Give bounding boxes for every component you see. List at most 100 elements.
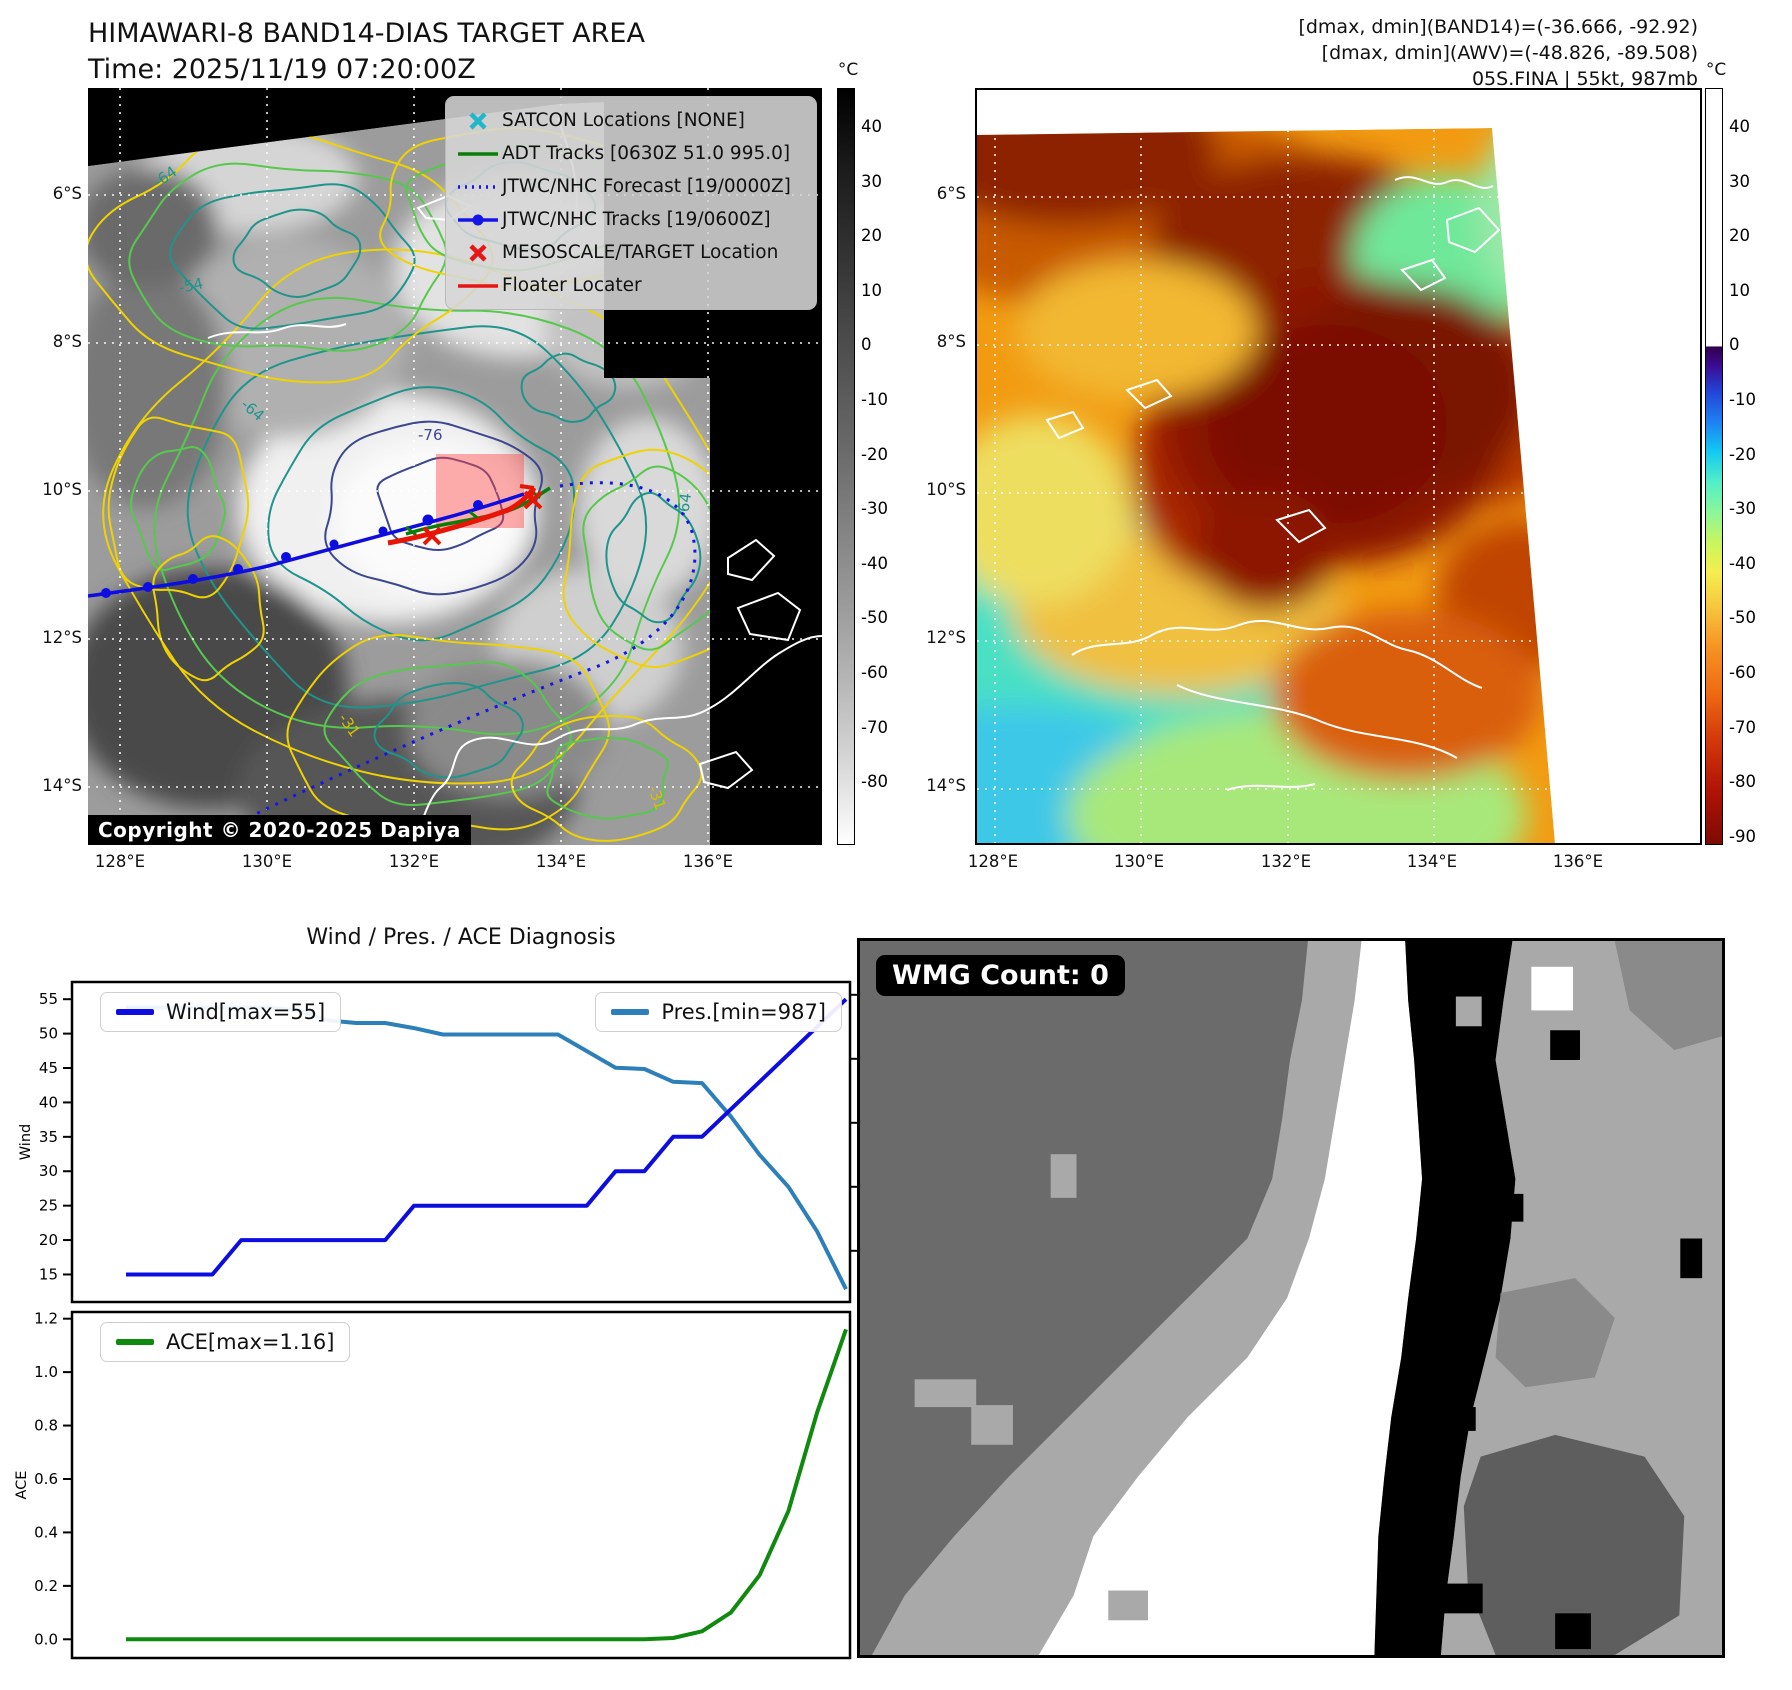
contour-label: -76 [418, 426, 443, 444]
data-series-line [126, 997, 848, 1277]
band14-colorbar-tick: -70 [861, 717, 888, 737]
awv-colorbar-tick: -60 [1729, 663, 1756, 682]
band14-colorbar-tick: 30 [861, 171, 882, 191]
axis-tick-label: 30 [39, 1162, 58, 1180]
axis-title: ACE [14, 1471, 30, 1500]
jtwc-track-points [101, 500, 483, 598]
info-awv: [dmax, dmin](AWV)=(-48.826, -89.508) [1321, 42, 1698, 65]
awv-colorbar-tick: -40 [1729, 553, 1756, 573]
band14-legend: SATCON Locations [NONE] ADT Tracks [0630… [445, 96, 817, 310]
storm-tracks [87, 481, 697, 832]
axis-tick-label: 25 [39, 1197, 58, 1215]
awv-lat-label: 14°S [926, 776, 966, 795]
floater-line-icon [454, 275, 502, 297]
wmg-classification-map [860, 941, 1722, 1655]
awv-colorbar-tick: -70 [1729, 717, 1756, 737]
data-series-line [126, 1328, 848, 1642]
axis-tick-label: 0.2 [34, 1577, 58, 1595]
info-storm: 05S.FINA | 55kt, 987mb [1471, 68, 1698, 91]
page-title: HIMAWARI-8 BAND14-DIAS TARGET AREA Time:… [88, 16, 645, 87]
axis-tick-label: 35 [39, 1128, 58, 1146]
axis-tick-label: 0.4 [34, 1523, 58, 1541]
wind-legend: Wind[max=55] [100, 992, 342, 1032]
wmg-panel: WMG Count: 0 [857, 938, 1725, 1658]
awv-colorbar-tick: 20 [1729, 226, 1750, 246]
axis-tick-label: 0.8 [34, 1417, 58, 1435]
axis-tick-label: 1.0 [34, 1363, 58, 1381]
awv-satellite-image [977, 128, 1700, 843]
awv-colorbar-tick: 40 [1729, 117, 1750, 136]
jtwc-forecast-track [222, 481, 697, 832]
mesoscale-x-icon [454, 242, 502, 264]
awv-lon-label: 136°E [1552, 852, 1604, 871]
diagnosis-charts: Wind / Pres. / ACE Diagnosis 15 20 25 30 35 40… [14, 925, 905, 1660]
band14-lon-label: 134°E [535, 852, 587, 871]
jtwc-track [87, 492, 525, 598]
awv-lon-label: 134°E [1406, 852, 1458, 871]
coastline [1045, 176, 1501, 791]
diagnosis-title: Wind / Pres. / ACE Diagnosis [306, 925, 615, 950]
band14-colorbar-tick: 40 [861, 117, 882, 136]
axis-tick-label: 15 [39, 1265, 58, 1283]
floater-arrowhead [519, 484, 536, 501]
wind-legend-label: Wind[max=55] [166, 1000, 326, 1024]
awv-lon-label: 130°E [1113, 852, 1165, 871]
awv-colorbar-tick: -80 [1729, 772, 1756, 792]
band14-colorbar-tick: -20 [861, 444, 888, 464]
pressure-legend: Pres.[min=987] [595, 992, 842, 1032]
band14-colorbar-tick: -10 [861, 390, 888, 409]
band14-lon-label: 136°E [682, 852, 734, 871]
tracks-line-dot-icon [454, 209, 502, 231]
graticule [977, 130, 1700, 843]
floater-track [387, 486, 536, 546]
awv-colorbar-tick: 0 [1729, 335, 1740, 355]
header-info: [dmax, dmin](BAND14)=(-36.666, -92.92) [… [1298, 14, 1698, 93]
legend-item-mesoscale: MESOSCALE/TARGET Location [454, 236, 808, 269]
axis-tick-label: 0.0 [34, 1630, 58, 1648]
ace-legend-label: ACE[max=1.16] [166, 1330, 335, 1354]
awv-lat-label: 10°S [926, 480, 966, 499]
legend-label: JTWC/NHC Forecast [19/0000Z] [502, 176, 791, 197]
legend-label: Floater Locater [502, 275, 642, 296]
legend-item-floater: Floater Locater [454, 269, 808, 302]
forecast-dotted-icon [454, 176, 502, 198]
band14-colorbar-tick: -60 [861, 663, 888, 682]
wind-legend-swatch [116, 1009, 154, 1015]
mesoscale-x-icon [523, 490, 543, 510]
band14-lon-label: 130°E [241, 852, 293, 871]
awv-colorbar-tick: -20 [1729, 444, 1756, 464]
ace-legend: ACE[max=1.16] [100, 1322, 351, 1362]
band14-lon-label: 132°E [388, 852, 440, 871]
awv-lat-label: 8°S [936, 332, 966, 351]
axis-title: Wind [18, 1124, 34, 1160]
legend-item-satcon: SATCON Locations [NONE] [454, 104, 808, 137]
band14-colorbar [837, 88, 855, 845]
awv-colorbar-tick: -90 [1729, 826, 1756, 846]
band14-lat-label: 14°S [42, 776, 82, 795]
awv-lon-label: 128°E [967, 852, 1019, 871]
band14-lat-label: 6°S [52, 184, 82, 203]
awv-lon-label: 132°E [1260, 852, 1312, 871]
legend-label: JTWC/NHC Tracks [19/0600Z] [502, 209, 771, 230]
satcon-x-icon [454, 110, 502, 132]
pressure-legend-label: Pres.[min=987] [661, 1000, 826, 1024]
ace-legend-swatch [116, 1339, 154, 1345]
axis-tick-label: 40 [39, 1093, 58, 1111]
legend-label: ADT Tracks [0630Z 51.0 995.0] [502, 143, 791, 164]
band14-colorbar-tick: 0 [861, 335, 872, 355]
band14-map-panel: -54 -64 -64 -76 -64 -31 -54 -31 [87, 88, 823, 859]
band14-colorbar-unit: °C [837, 60, 859, 80]
axis-tick-label: 20 [39, 1231, 58, 1249]
awv-lat-label: 6°S [936, 184, 966, 203]
awv-colorbar-unit: °C [1705, 60, 1727, 80]
copyright-badge: Copyright © 2020-2025 Dapiya [88, 815, 471, 845]
band14-lat-label: 10°S [42, 480, 82, 499]
legend-label: MESOSCALE/TARGET Location [502, 242, 779, 263]
awv-map-panel [975, 88, 1702, 845]
adt-line-icon [454, 143, 502, 165]
legend-item-forecast: JTWC/NHC Forecast [19/0000Z] [454, 170, 808, 203]
awv-colorbar-tick: 10 [1729, 280, 1750, 300]
axis-tick-label: 50 [39, 1025, 58, 1043]
awv-colorbar-tick: 30 [1729, 171, 1750, 191]
